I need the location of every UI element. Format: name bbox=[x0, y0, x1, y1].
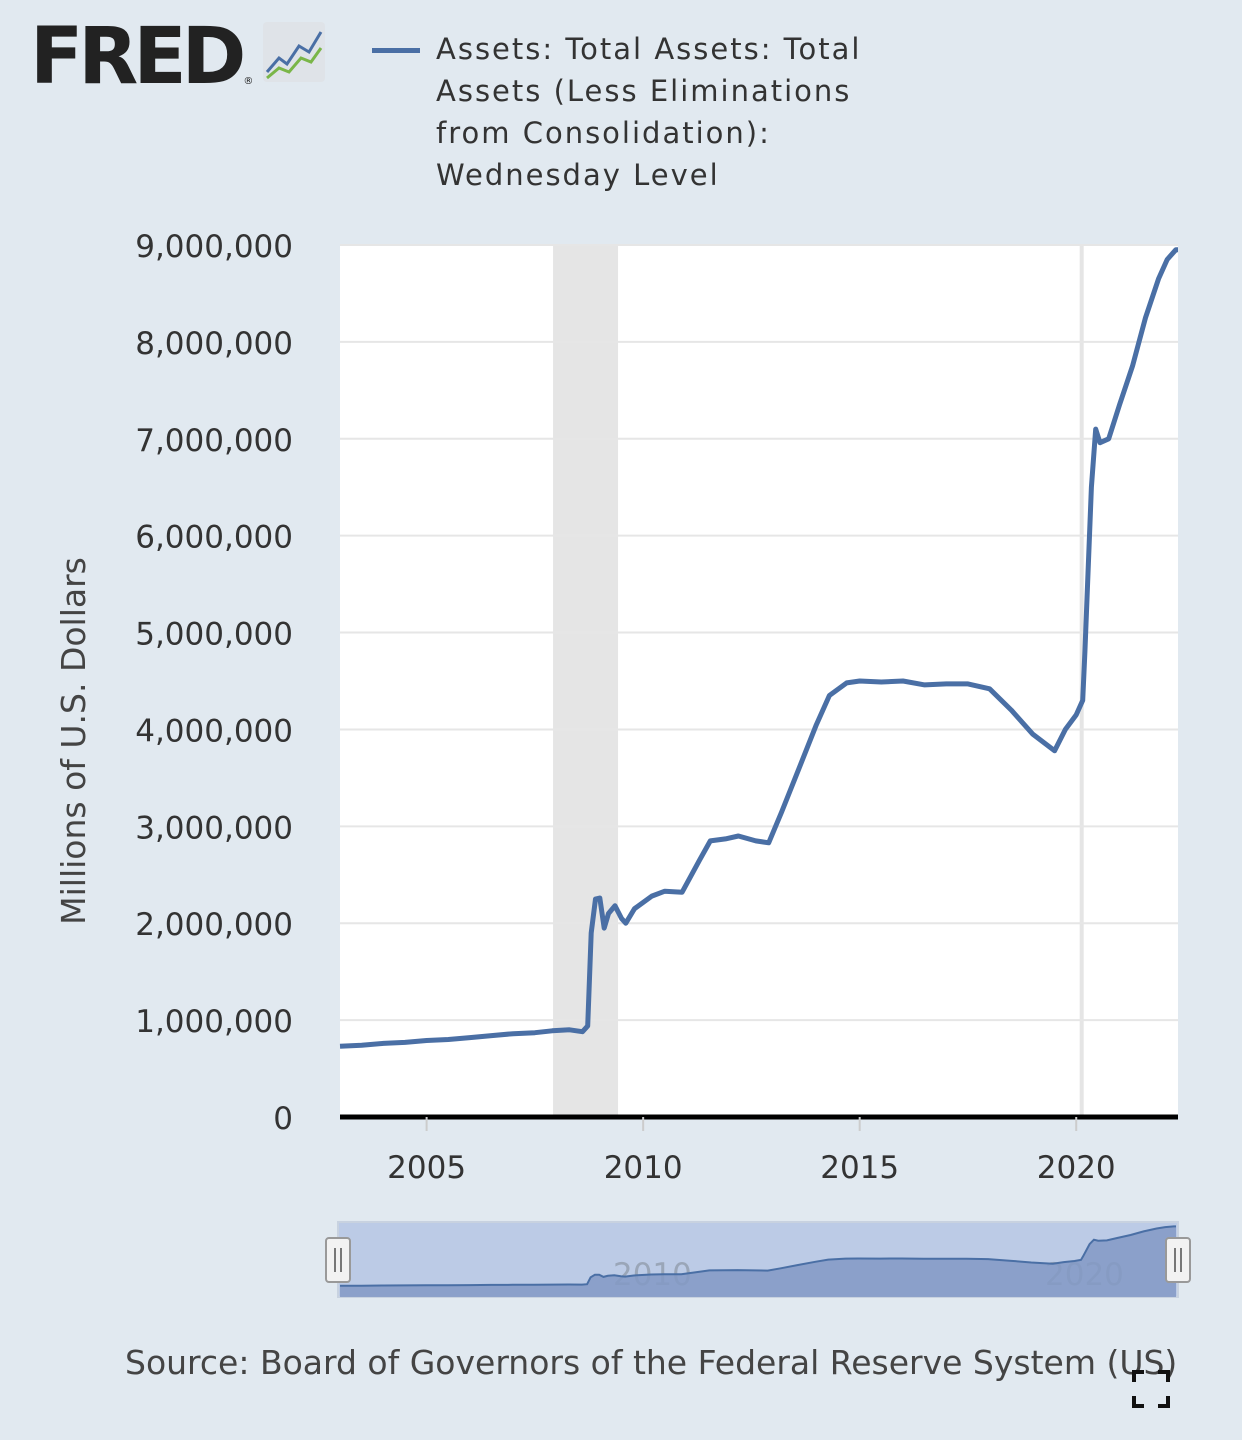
legend-label: Assets: Total Assets: Total Assets (Less… bbox=[436, 32, 862, 192]
plot-background bbox=[340, 245, 1178, 1117]
navigator-area: 20102020 bbox=[325, 1221, 1191, 1298]
navigator-area-fill bbox=[340, 1226, 1176, 1297]
logo-registered-mark: ® bbox=[243, 76, 254, 87]
navigator-left-handle[interactable] bbox=[325, 1237, 351, 1283]
logo-text: FRED bbox=[30, 12, 246, 102]
y-tick-label: 0 bbox=[273, 1101, 293, 1137]
legend-swatch bbox=[372, 48, 420, 53]
chart-legend: Assets: Total Assets: Total Assets (Less… bbox=[372, 28, 906, 196]
y-tick-label: 5,000,000 bbox=[135, 617, 293, 653]
line-chart-icon bbox=[263, 22, 326, 82]
x-tick-label: 2005 bbox=[387, 1150, 466, 1186]
y-tick-label: 4,000,000 bbox=[135, 713, 293, 749]
plot-area: 0 1,000,000 2,000,000 3,000,000 4,000,000 5,0… bbox=[54, 229, 1179, 1186]
x-tick-label: 2010 bbox=[604, 1150, 683, 1186]
fred-logo[interactable]: FRED ® bbox=[30, 12, 326, 102]
x-tick-label: 2015 bbox=[820, 1150, 899, 1186]
y-tick-label: 7,000,000 bbox=[135, 423, 293, 459]
navigator-right-handle[interactable] bbox=[1165, 1237, 1191, 1283]
x-tick-label: 2020 bbox=[1037, 1150, 1116, 1186]
y-tick-label: 8,000,000 bbox=[135, 326, 293, 362]
navigator-series-line bbox=[340, 1225, 1176, 1287]
y-tick-label: 2,000,000 bbox=[135, 907, 293, 943]
recession-band bbox=[553, 245, 619, 1117]
series-line bbox=[339, 247, 1179, 1049]
y-tick-label: 9,000,000 bbox=[135, 229, 293, 265]
source-text: Source: Board of Governors of the Federa… bbox=[125, 1343, 1178, 1382]
y-tick-label: 3,000,000 bbox=[135, 810, 293, 846]
fullscreen-expand-icon[interactable] bbox=[1132, 1370, 1170, 1408]
y-tick-label: 1,000,000 bbox=[135, 1004, 293, 1040]
y-tick-label: 6,000,000 bbox=[135, 520, 293, 556]
y-axis-title: Millions of U.S. Dollars bbox=[54, 557, 93, 925]
